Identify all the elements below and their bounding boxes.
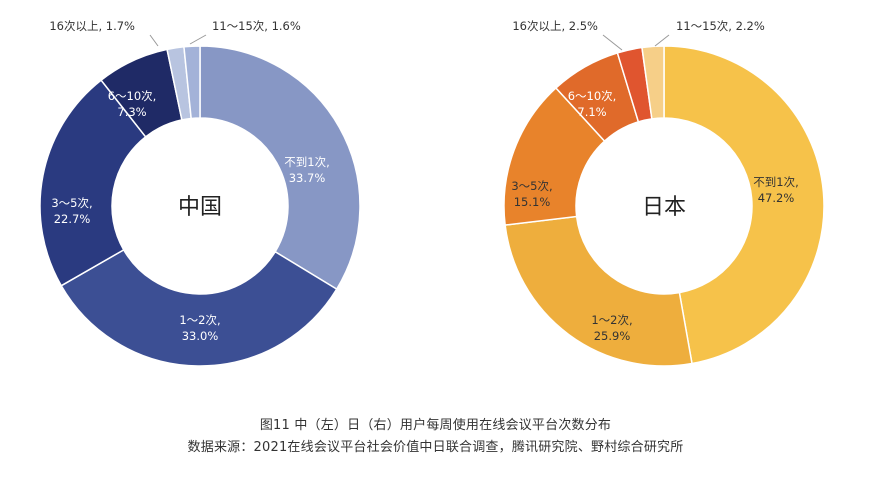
leader-line-china-4 bbox=[149, 34, 159, 47]
leader-line-japan-4 bbox=[602, 34, 623, 51]
data-label-japan-1: 1～2次, 25.9% bbox=[591, 313, 632, 343]
donut-charts: 中国 不到1次, 33.7% 1～2次, 33.0% 3～5次, 22.7% 6～10次, 7.… bbox=[39, 19, 825, 367]
data-label-china-5: 11～15次, 1.6% bbox=[212, 19, 301, 33]
data-label-china-1: 1～2次, 33.0% bbox=[179, 313, 220, 343]
leader-line-china-5 bbox=[189, 34, 207, 45]
slice-china-2 bbox=[39, 79, 147, 287]
slice-china-5 bbox=[183, 45, 201, 120]
leader-line-japan-5 bbox=[654, 34, 670, 47]
slice-china-0 bbox=[199, 45, 361, 291]
center-label-china: 中国 bbox=[178, 195, 222, 220]
slice-japan-5 bbox=[641, 45, 665, 120]
data-label-japan-0: 不到1次, 47.2% bbox=[753, 175, 798, 205]
slice-japan-0 bbox=[663, 45, 825, 365]
data-label-china-3: 6～10次, 7.3% bbox=[108, 89, 157, 119]
data-label-japan-4: 16次以上, 2.5% bbox=[512, 19, 598, 33]
data-label-japan-2: 3～5次, 15.1% bbox=[511, 179, 552, 209]
data-label-china-0: 不到1次, 33.7% bbox=[284, 155, 329, 185]
data-label-japan-3: 6～10次, 7.1% bbox=[568, 89, 617, 119]
data-label-china-2: 3～5次, 22.7% bbox=[51, 196, 92, 226]
data-source-note: 数据来源：2021在线会议平台社会价值中日联合调查，腾讯研究院、野村综合研究所 bbox=[187, 440, 684, 455]
data-label-china-4: 16次以上, 1.7% bbox=[49, 19, 135, 33]
donut-china: 中国 不到1次, 33.7% 1～2次, 33.0% 3～5次, 22.7% 6～10次, 7.… bbox=[39, 19, 361, 367]
donut-japan: 日本 不到1次, 47.2% 1～2次, 25.9% 3～5次, 15.1% 6～10次, 7.… bbox=[503, 19, 825, 367]
slice-japan-1 bbox=[504, 215, 693, 367]
data-label-japan-5: 11～15次, 2.2% bbox=[676, 19, 765, 33]
slice-china-1 bbox=[60, 248, 338, 367]
figure-caption: 图11 中（左）日（右）用户每周使用在线会议平台次数分布 bbox=[259, 418, 612, 433]
center-label-japan: 日本 bbox=[642, 195, 686, 220]
